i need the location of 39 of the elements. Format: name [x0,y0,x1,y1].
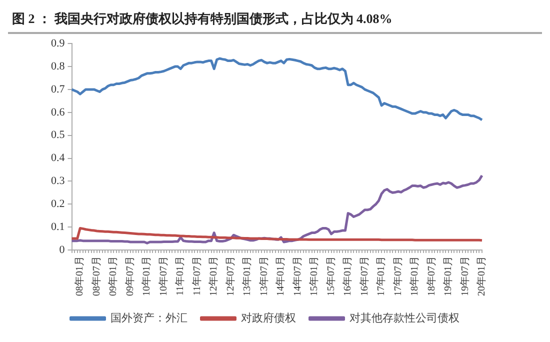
x-tick-label: 10年01月 [140,256,153,296]
x-tick-label: 08年07月 [90,256,102,296]
y-tick-label: 0.7 [51,83,66,96]
legend-label: 对其他存款性公司债权 [349,311,460,324]
x-tick-label: 14年01月 [274,256,287,296]
x-tick-label: 12年01月 [208,256,220,296]
x-tick-label: 13年07月 [258,256,270,296]
y-tick-label: 0.5 [51,129,66,142]
x-tick-label: 19年07月 [458,256,471,296]
y-tick-label: 0.4 [51,152,66,164]
chart-title: 图 2 ： 我国央行对政府债权以持有特别国债形式，占比仅为 4.08% [8,8,542,34]
x-tick-label: 18年07月 [425,256,438,296]
y-tick-label: 0.2 [51,198,65,210]
y-tick-label: 0.3 [51,175,66,188]
x-tick-label: 11年01月 [174,256,186,296]
y-tick-label: 0.8 [51,60,66,72]
y-tick-label: 0.9 [51,37,66,50]
legend-label: 对政府债权 [240,311,296,324]
x-tick-label: 17年01月 [375,256,388,296]
x-tick-label: 16年07月 [358,256,370,296]
x-tick-label: 15年01月 [308,256,320,296]
x-tick-label: 11年07月 [190,256,203,296]
x-tick-label: 10年07月 [157,256,170,296]
x-tick-label: 08年01月 [74,256,86,296]
x-tick-label: 09年07月 [124,256,136,296]
y-tick-label: 0.1 [51,220,65,233]
x-tick-label: 20年01月 [476,256,488,296]
y-tick-label: 0 [59,244,66,256]
x-tick-label: 17年07月 [392,256,404,296]
legend-label: 国外资产：外汇 [110,311,188,324]
x-tick-label: 12年07月 [224,256,236,296]
x-tick-label: 09年01月 [107,256,120,296]
x-tick-label: 19年01月 [442,256,454,296]
x-tick-label: 14年07月 [291,256,304,296]
x-tick-label: 18年01月 [408,256,421,296]
y-tick-label: 0.6 [51,106,66,118]
x-tick-label: 15年07月 [324,256,337,296]
x-tick-label: 13年01月 [241,256,254,296]
x-tick-label: 16年01月 [342,256,354,296]
